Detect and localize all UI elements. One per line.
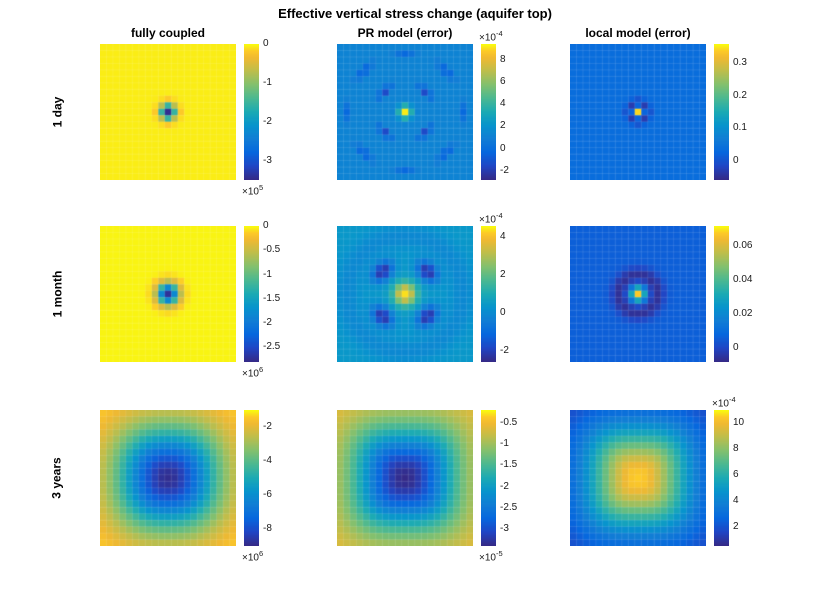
colorbar-tick-r3c2-2: -1.5	[500, 459, 518, 471]
subplot-r3c2: -0.5 -1 -1.5 -2 -2.5 -3 ×10-5	[337, 410, 541, 563]
subplot-r1c2: 8 6 4 2 0 -2 ×10-4	[337, 29, 541, 180]
heatmap-r1c3	[570, 44, 706, 180]
colorbar-r1c3: 0.3 0.2 0.1 0	[714, 44, 769, 180]
colorbar-tick-r3c3-2: 6	[733, 468, 739, 480]
colorbar-tick-r3c3-1: 8	[733, 442, 739, 454]
colorbar-gradient-r1c1	[244, 44, 259, 180]
colorbar-tick-r3c1-0: -2	[263, 421, 272, 432]
colorbar-tick-r1c1-3: -3	[263, 154, 272, 166]
colorbar-tick-r1c1-1: -1	[263, 76, 272, 88]
colorbar-tick-r1c3-3: 0	[733, 154, 739, 166]
heatmap-r3c1	[100, 410, 236, 546]
column-title-pr-model-error: PR model (error)	[357, 26, 453, 40]
colorbar-exponent-r3c2: ×10-5	[479, 549, 503, 564]
colorbar-exponent-r2c1: ×106	[242, 365, 264, 380]
colorbar-tick-r2c3-1: 0.04	[733, 274, 753, 286]
colorbar-exponent-r3c3: ×10-4	[712, 395, 736, 410]
colorbar-tick-r2c3-3: 0	[733, 342, 739, 354]
colorbar-exponent-r3c1: ×106	[242, 549, 264, 564]
colorbar-tick-r3c2-1: -1	[500, 438, 509, 449]
colorbar-tick-r3c2-0: -0.5	[500, 416, 518, 428]
colorbar-r2c1: 0 -0.5 -1 -1.5 -2 -2.5 ×106	[242, 221, 299, 380]
colorbar-gradient-r3c2	[481, 410, 496, 546]
colorbar-gradient-r1c2	[481, 44, 496, 180]
heatmap-r3c2	[337, 410, 473, 546]
column-title-fully-coupled: fully coupled	[130, 26, 205, 40]
figure-title: Effective vertical stress change (aquife…	[278, 6, 552, 21]
colorbar-tick-r3c3-0: 10	[733, 416, 745, 428]
colorbar-gradient-r2c2	[481, 226, 496, 362]
colorbar-tick-r3c2-5: -3	[500, 523, 509, 534]
colorbar-tick-r3c2-3: -2	[500, 480, 509, 492]
column-title-local-model-error: local model (error)	[585, 26, 691, 40]
colorbar-tick-r1c3-1: 0.2	[733, 89, 747, 101]
colorbar-tick-r3c1-3: -8	[263, 523, 272, 534]
colorbar-tick-r3c1-1: -4	[263, 455, 272, 466]
colorbar-tick-r2c1-3: -1.5	[263, 292, 281, 304]
colorbar-r1c1: 0 -1 -2 -3 ×105	[242, 39, 299, 198]
subplot-r3c3: 10 8 6 4 2 ×10-4	[570, 395, 774, 546]
colorbar-tick-r1c3-2: 0.1	[733, 122, 747, 134]
colorbar-exponent-r1c2: ×10-4	[479, 29, 503, 44]
subplot-r1c3: 0.3 0.2 0.1 0	[570, 44, 774, 180]
colorbar-r1c2: 8 6 4 2 0 -2 ×10-4	[479, 29, 536, 180]
colorbar-tick-r2c1-0: 0	[263, 220, 269, 231]
subplot-r1c1: 0 -1 -2 -3 ×105	[100, 39, 304, 198]
subplot-r2c2: 4 2 0 -2 ×10-4	[337, 211, 541, 362]
colorbar-exponent-r1c1: ×105	[242, 183, 264, 198]
colorbar-tick-r3c2-4: -2.5	[500, 501, 518, 513]
row-label-3-years: 3 years	[50, 457, 64, 499]
heatmap-r1c1	[100, 44, 236, 180]
heatmap-r2c2	[337, 226, 473, 362]
colorbar-gradient-r1c3	[714, 44, 729, 180]
colorbar-exponent-r2c2: ×10-4	[479, 211, 503, 226]
heatmap-r3c3	[570, 410, 706, 546]
colorbar-tick-r2c2-1: 2	[500, 269, 506, 281]
subplot-r2c1: 0 -0.5 -1 -1.5 -2 -2.5 ×106	[100, 221, 304, 380]
colorbar-r2c3: 0.06 0.04 0.02 0	[714, 226, 769, 362]
colorbar-r3c1: -2 -4 -6 -8 ×106	[242, 410, 299, 563]
heatmap-r1c2	[337, 44, 473, 180]
colorbar-tick-r2c2-0: 4	[500, 231, 506, 243]
colorbar-tick-r2c3-0: 0.06	[733, 240, 753, 252]
colorbar-gradient-r3c1	[244, 410, 259, 546]
colorbar-tick-r2c1-2: -1	[263, 268, 272, 280]
colorbar-gradient-r2c3	[714, 226, 729, 362]
colorbar-tick-r1c2-0: 8	[500, 53, 506, 65]
colorbar-tick-r3c3-4: 2	[733, 520, 739, 532]
colorbar-gradient-r2c1	[244, 226, 259, 362]
colorbar-gradient-r3c3	[714, 410, 729, 546]
colorbar-tick-r2c1-4: -2	[263, 317, 272, 329]
heatmap-r2c3	[570, 226, 706, 362]
colorbar-tick-r1c2-4: 0	[500, 142, 506, 154]
colorbar-r3c2: -0.5 -1 -1.5 -2 -2.5 -3 ×10-5	[479, 410, 536, 563]
colorbar-tick-r3c1-2: -6	[263, 489, 272, 500]
colorbar-tick-r1c2-2: 4	[500, 98, 506, 110]
colorbar-tick-r2c1-1: -0.5	[263, 244, 281, 256]
colorbar-tick-r2c3-2: 0.02	[733, 308, 753, 320]
colorbar-r3c3: 10 8 6 4 2 ×10-4	[712, 395, 769, 546]
colorbar-tick-r1c2-5: -2	[500, 165, 509, 177]
colorbar-tick-r1c1-0: 0	[263, 38, 269, 49]
heatmap-r2c1	[100, 226, 236, 362]
colorbar-r2c2: 4 2 0 -2 ×10-4	[479, 211, 536, 362]
colorbar-tick-r1c1-2: -2	[263, 115, 272, 127]
colorbar-tick-r3c3-3: 4	[733, 494, 739, 506]
row-label-1-day: 1 day	[50, 96, 64, 128]
colorbar-tick-r2c2-3: -2	[500, 344, 509, 356]
colorbar-tick-r1c3-0: 0.3	[733, 57, 747, 69]
subplot-r2c3: 0.06 0.04 0.02 0	[570, 226, 774, 362]
row-label-1-month: 1 month	[50, 270, 65, 318]
colorbar-tick-r1c2-1: 6	[500, 75, 506, 87]
colorbar-tick-r2c2-2: 0	[500, 306, 506, 318]
colorbar-tick-r2c1-5: -2.5	[263, 341, 281, 353]
colorbar-tick-r1c2-3: 2	[500, 120, 506, 132]
subplot-r3c1: -2 -4 -6 -8 ×106	[100, 410, 304, 563]
